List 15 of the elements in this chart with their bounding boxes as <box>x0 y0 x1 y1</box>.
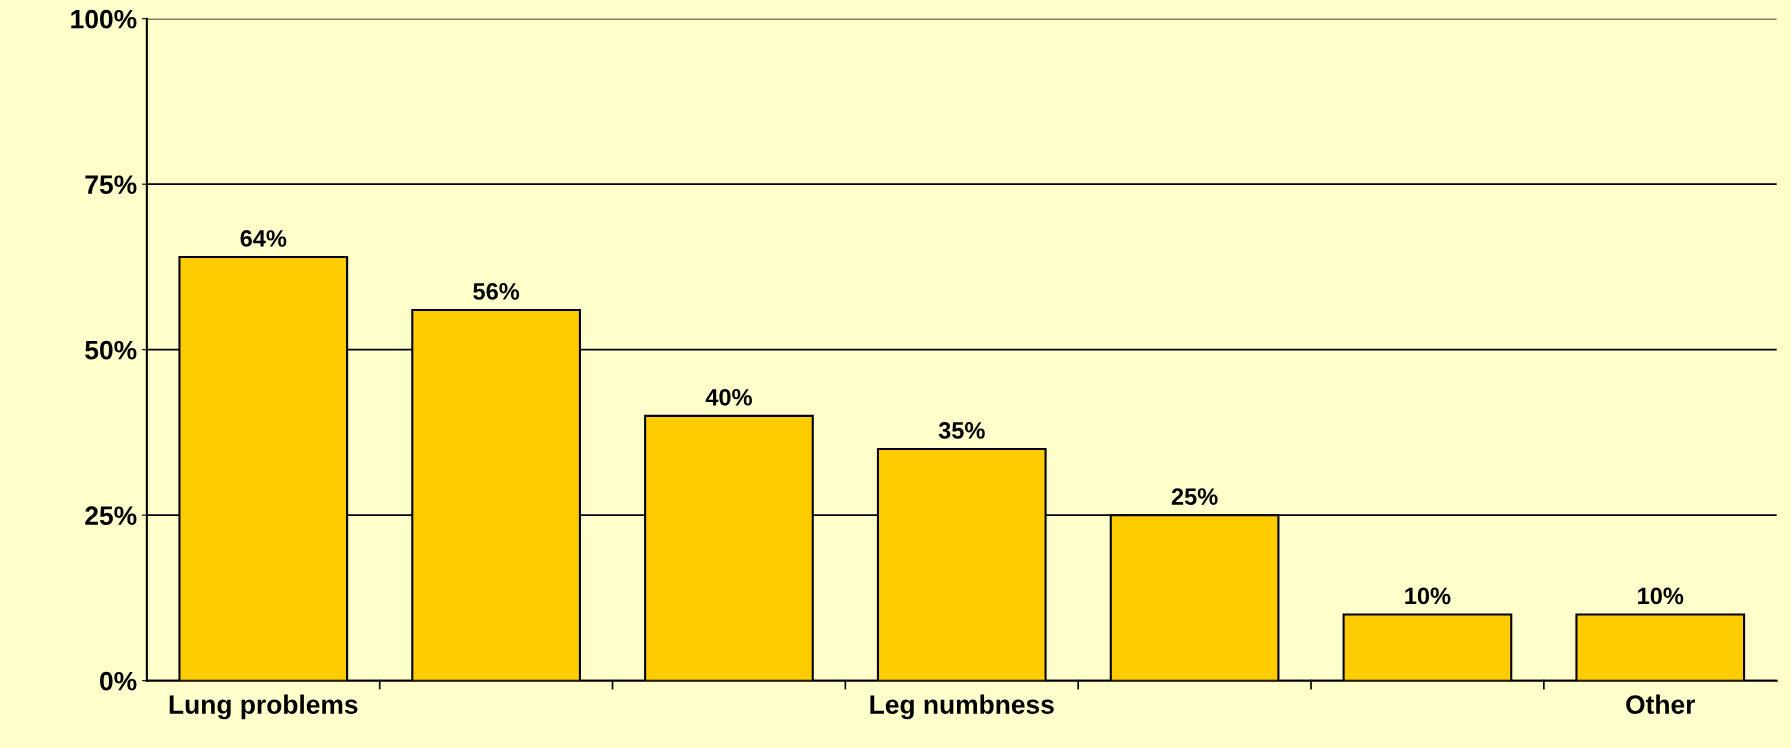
y-tick-label: 25% <box>85 506 137 526</box>
y-tick-label: 75% <box>85 175 137 195</box>
data-label: 10% <box>1638 587 1684 605</box>
data-label: 64% <box>240 230 287 247</box>
y-tick-label: 0% <box>100 671 137 691</box>
x-tick-label: Lung problems <box>169 694 358 720</box>
y-tick-label: 100% <box>71 9 137 29</box>
data-label: 40% <box>705 388 752 406</box>
data-label: 10% <box>1405 587 1451 605</box>
data-label: 25% <box>1171 488 1218 505</box>
data-label: 56% <box>473 283 520 300</box>
x-tick-label: Leg numbness <box>870 694 1054 720</box>
y-tick-label: 50% <box>85 340 137 360</box>
x-tick-label: Other <box>1626 694 1696 714</box>
data-label: 35% <box>938 422 985 439</box>
